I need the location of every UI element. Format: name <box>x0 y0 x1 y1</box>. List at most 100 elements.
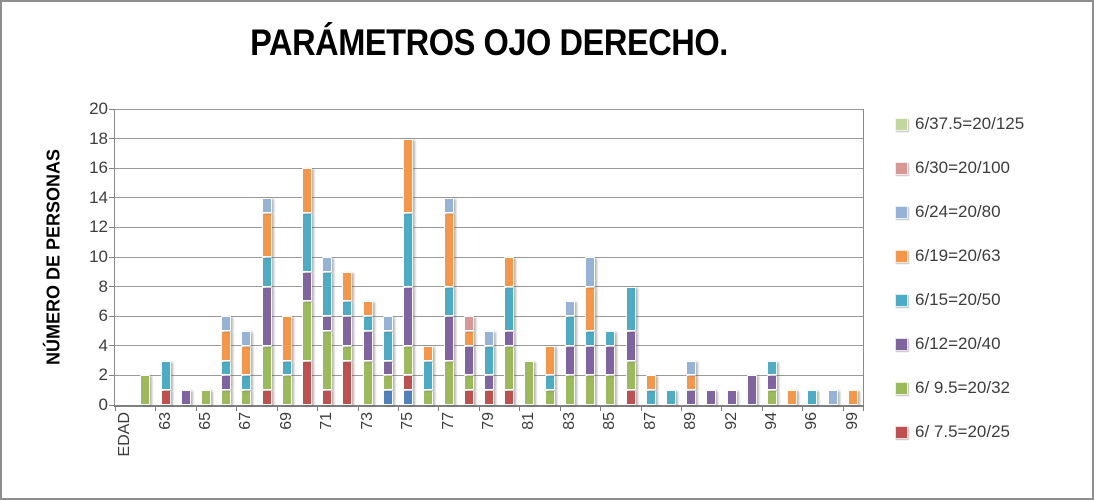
bar-segment <box>686 375 697 391</box>
bar-segment <box>504 286 515 331</box>
legend-swatch <box>895 293 908 307</box>
bar-segment <box>241 331 252 346</box>
bar-segment <box>625 331 636 361</box>
x-axis-tick <box>761 406 763 411</box>
y-axis-tick <box>109 345 115 347</box>
gridline <box>115 138 863 140</box>
legend-label: 6/37.5=20/125 <box>915 114 1025 133</box>
x-tick-label: 77 <box>439 412 457 430</box>
legend-item: 6/30=20/100 <box>895 158 1010 178</box>
legend-item: 6/24=20/80 <box>895 202 1001 222</box>
x-tick-label: 89 <box>682 412 700 430</box>
bar-segment <box>342 316 353 346</box>
bar-segment <box>443 212 454 287</box>
x-tick-label: 65 <box>196 412 214 430</box>
bar-segment <box>585 331 596 346</box>
legend-swatch <box>895 161 908 175</box>
bar-segment <box>302 212 313 272</box>
bar-segment <box>342 301 353 317</box>
bar-segment <box>686 360 697 376</box>
x-axis-tick <box>600 406 602 411</box>
bar-segment <box>281 375 292 405</box>
legend-label: 6/30=20/100 <box>915 158 1011 177</box>
bar-segment <box>382 360 393 376</box>
y-tick-label: 2 <box>98 365 108 385</box>
bar-segment <box>504 331 515 346</box>
bar-segment <box>302 301 313 361</box>
bar-segment <box>847 390 858 405</box>
bar-segment <box>281 316 292 361</box>
bar-segment <box>686 390 697 405</box>
bar-segment <box>484 345 494 376</box>
bar-segment <box>767 360 778 376</box>
y-tick-label: 10 <box>89 247 108 266</box>
gridline <box>115 286 863 288</box>
x-axis-tick <box>236 406 238 411</box>
y-tick-label: 12 <box>89 217 108 237</box>
bar-segment <box>524 360 535 405</box>
bar-segment <box>463 345 474 376</box>
bar-segment <box>160 360 171 391</box>
legend-label: 6/12=20/40 <box>915 334 1001 353</box>
bar-segment <box>281 360 292 376</box>
bar-segment <box>403 138 414 213</box>
bar-segment <box>221 331 232 361</box>
legend-item: 6/ 9.5=20/32 <box>895 378 1010 398</box>
x-tick-label: 67 <box>237 412 255 430</box>
x-tick-label: 81 <box>520 412 538 430</box>
bar-segment <box>544 345 555 376</box>
y-axis-tick <box>109 167 115 169</box>
chart-title: PARÁMETROS OJO DERECHO. <box>250 22 728 63</box>
x-axis-tick <box>317 406 319 411</box>
legend-swatch <box>895 205 908 219</box>
bar-segment <box>564 345 575 376</box>
gridline <box>115 108 863 110</box>
bar-segment <box>827 390 838 405</box>
bar-segment <box>625 390 636 405</box>
bar-segment <box>767 375 778 391</box>
x-tick-label: 83 <box>560 412 578 430</box>
bar-segment <box>423 360 434 391</box>
x-axis-tick <box>842 406 844 411</box>
bar-segment <box>807 390 818 405</box>
x-axis-tick <box>276 406 278 411</box>
legend-swatch <box>895 117 908 131</box>
legend-item: 6/12=20/40 <box>895 334 1001 354</box>
bar-segment <box>544 390 555 405</box>
legend-swatch <box>895 249 908 263</box>
bar-segment <box>645 390 656 405</box>
bar-segment <box>342 271 353 302</box>
bar-segment <box>322 257 333 272</box>
y-axis-tick <box>109 374 115 376</box>
bar-segment <box>382 316 393 331</box>
bar-segment <box>787 390 798 405</box>
bar-segment <box>261 257 272 287</box>
x-tick-label: EDAD <box>116 412 134 457</box>
bar-segment <box>342 345 353 361</box>
x-axis-tick <box>438 406 440 411</box>
bar-segment <box>382 390 393 405</box>
gridline <box>115 226 863 228</box>
legend-label: 6/ 9.5=20/32 <box>915 378 1011 397</box>
y-tick-label: 14 <box>89 187 108 207</box>
bar-segment <box>605 375 616 405</box>
legend-swatch <box>895 425 908 439</box>
bar-segment <box>403 375 414 391</box>
bar-segment <box>484 331 494 346</box>
legend-label: 6/19=20/63 <box>915 246 1001 265</box>
bar-segment <box>403 390 414 405</box>
y-tick-label: 16 <box>89 158 108 178</box>
bar-segment <box>200 390 211 405</box>
bar-segment <box>362 301 373 317</box>
plot-right-border <box>863 109 864 405</box>
x-tick-label: 73 <box>358 412 376 430</box>
bar-segment <box>504 345 515 391</box>
bar-segment <box>564 301 575 317</box>
bar-segment <box>645 375 656 391</box>
x-tick-label: 69 <box>277 412 295 430</box>
bar-segment <box>342 360 353 405</box>
x-axis-tick <box>681 406 683 411</box>
y-tick-label: 8 <box>98 276 108 296</box>
x-tick-label: 75 <box>399 412 417 430</box>
